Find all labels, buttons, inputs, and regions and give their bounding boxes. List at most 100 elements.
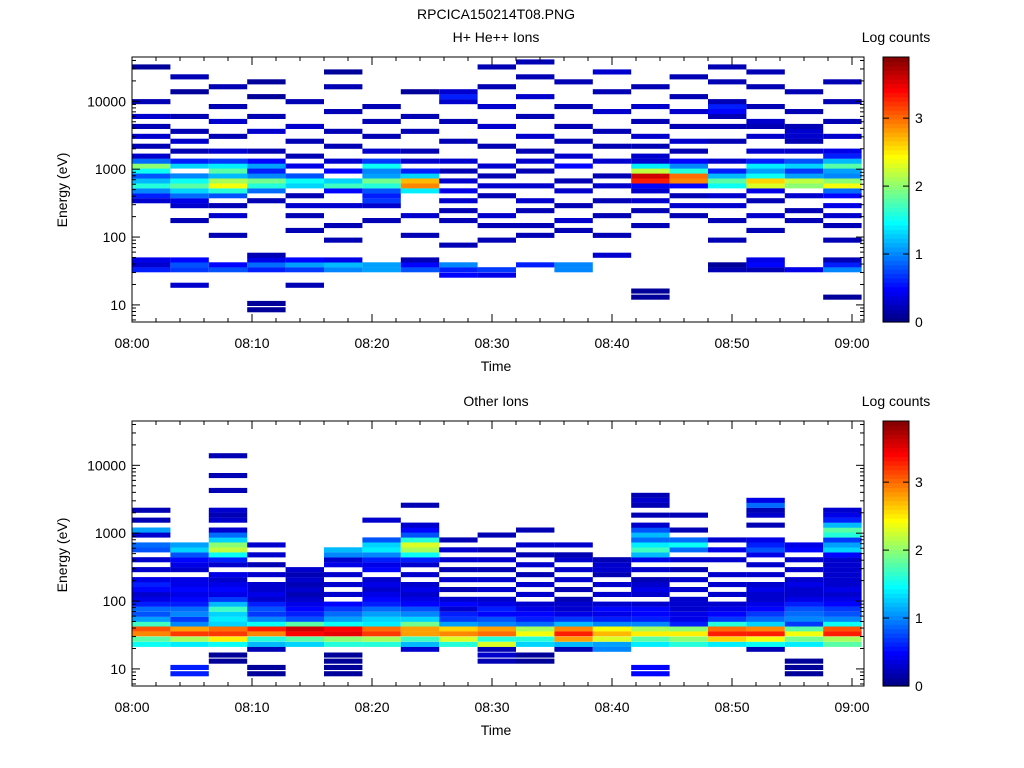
heatmap-cell [439,557,478,563]
heatmap-cell [400,173,440,179]
x-axis-label: Time [481,358,512,374]
colorbar-segment [883,127,909,133]
heatmap-cell [746,178,785,184]
colorbar-segment [883,264,909,270]
heatmap-cell [208,118,248,124]
heatmap-cell [132,262,171,268]
heatmap-cell [592,626,632,632]
colorbar-segment [883,118,909,124]
heatmap-cell [208,512,248,518]
heatmap-cell [477,143,516,149]
heatmap-cell [477,577,516,583]
heatmap-cell [516,606,555,612]
heatmap-cell [554,552,593,558]
heatmap-cell [516,591,555,597]
heatmap-cell [439,208,478,214]
colorbar: 0 1 2 3 [882,56,923,330]
heatmap-cell [477,213,516,219]
heatmap-cell [784,547,824,553]
heatmap-cell [784,148,824,154]
heatmap-cell [477,641,516,647]
heatmap-cell [823,517,862,523]
colorbar-segment [883,487,909,493]
heatmap-cell [708,616,747,622]
heatmap-cell [247,611,286,617]
plot-frame [131,420,865,687]
heatmap-cell [439,267,478,273]
colorbar-segment [883,531,909,537]
heatmap-cell [324,641,363,647]
colorbar-segment [883,659,909,665]
heatmap-cell [208,582,248,588]
colorbar-segment [883,79,909,85]
heatmap-cell [132,626,171,632]
heatmap-cell [362,626,401,632]
heatmap-cell [324,547,363,553]
heatmap-cell [208,537,248,543]
heatmap-cell [631,641,670,647]
heatmap-cell [592,601,632,607]
y-axis: 10 100 1000 10000 [87,59,864,321]
heatmap-cell [132,64,171,70]
x-tick-label: 09:00 [834,335,869,351]
colorbar-segment [883,553,909,559]
heatmap-cell [823,158,862,164]
heatmap-cell [477,193,516,199]
heatmap-cell [631,664,670,670]
heatmap-cell [439,601,478,607]
x-tick-label: 08:00 [114,335,149,351]
panel-title: H+ He++ Ions [453,29,540,45]
heatmap-cell [324,84,363,90]
heatmap-cell [477,636,516,642]
heatmap-cell [247,307,286,313]
heatmap-cell [631,158,670,164]
heatmap-cell [631,294,670,300]
heatmap-cell [208,188,248,194]
heatmap-cell [132,193,171,199]
heatmap-cell [170,113,209,119]
heatmap-cell [439,626,478,632]
heatmap-cell [784,626,824,632]
heatmap-cell [669,512,708,518]
heatmap-cell [170,183,209,189]
heatmap-cell [362,631,401,637]
colorbar-segment [883,580,909,586]
heatmap-cell [362,562,401,568]
heatmap-cell [324,631,363,637]
heatmap-cell [247,148,286,154]
heatmap-cell [285,193,324,199]
colorbar-segment [883,557,909,563]
heatmap-cell [477,237,516,243]
heatmap-cell [516,527,555,533]
heatmap-cell [439,606,478,612]
heatmap-cell [746,646,785,652]
heatmap-cell [439,587,478,593]
heatmap-cell [285,227,324,233]
colorbar-segment [883,429,909,435]
heatmap-cell [247,621,286,627]
heatmap-cell [170,596,209,602]
heatmap-cell [631,183,670,189]
x-tick-label: 08:30 [474,335,509,351]
heatmap-cell [477,272,516,278]
heatmap-cell [208,163,248,169]
heatmap-cell [592,173,632,179]
colorbar-segment [883,145,909,151]
heatmap-cell [746,168,785,174]
heatmap-cell [746,542,785,548]
heatmap-cell [132,532,171,538]
heatmap-cell [208,572,248,578]
colorbar-segment [883,496,909,502]
heatmap-cell [132,631,171,637]
heatmap-cell [669,567,708,573]
heatmap-cell [324,557,363,563]
heatmap-cell [746,123,785,129]
heatmap-cell [208,641,248,647]
heatmap-cell [285,213,324,219]
heatmap-cell [285,282,324,288]
heatmap-cell [592,636,632,642]
colorbar-segment [883,434,909,440]
colorbar-segment [883,163,909,169]
